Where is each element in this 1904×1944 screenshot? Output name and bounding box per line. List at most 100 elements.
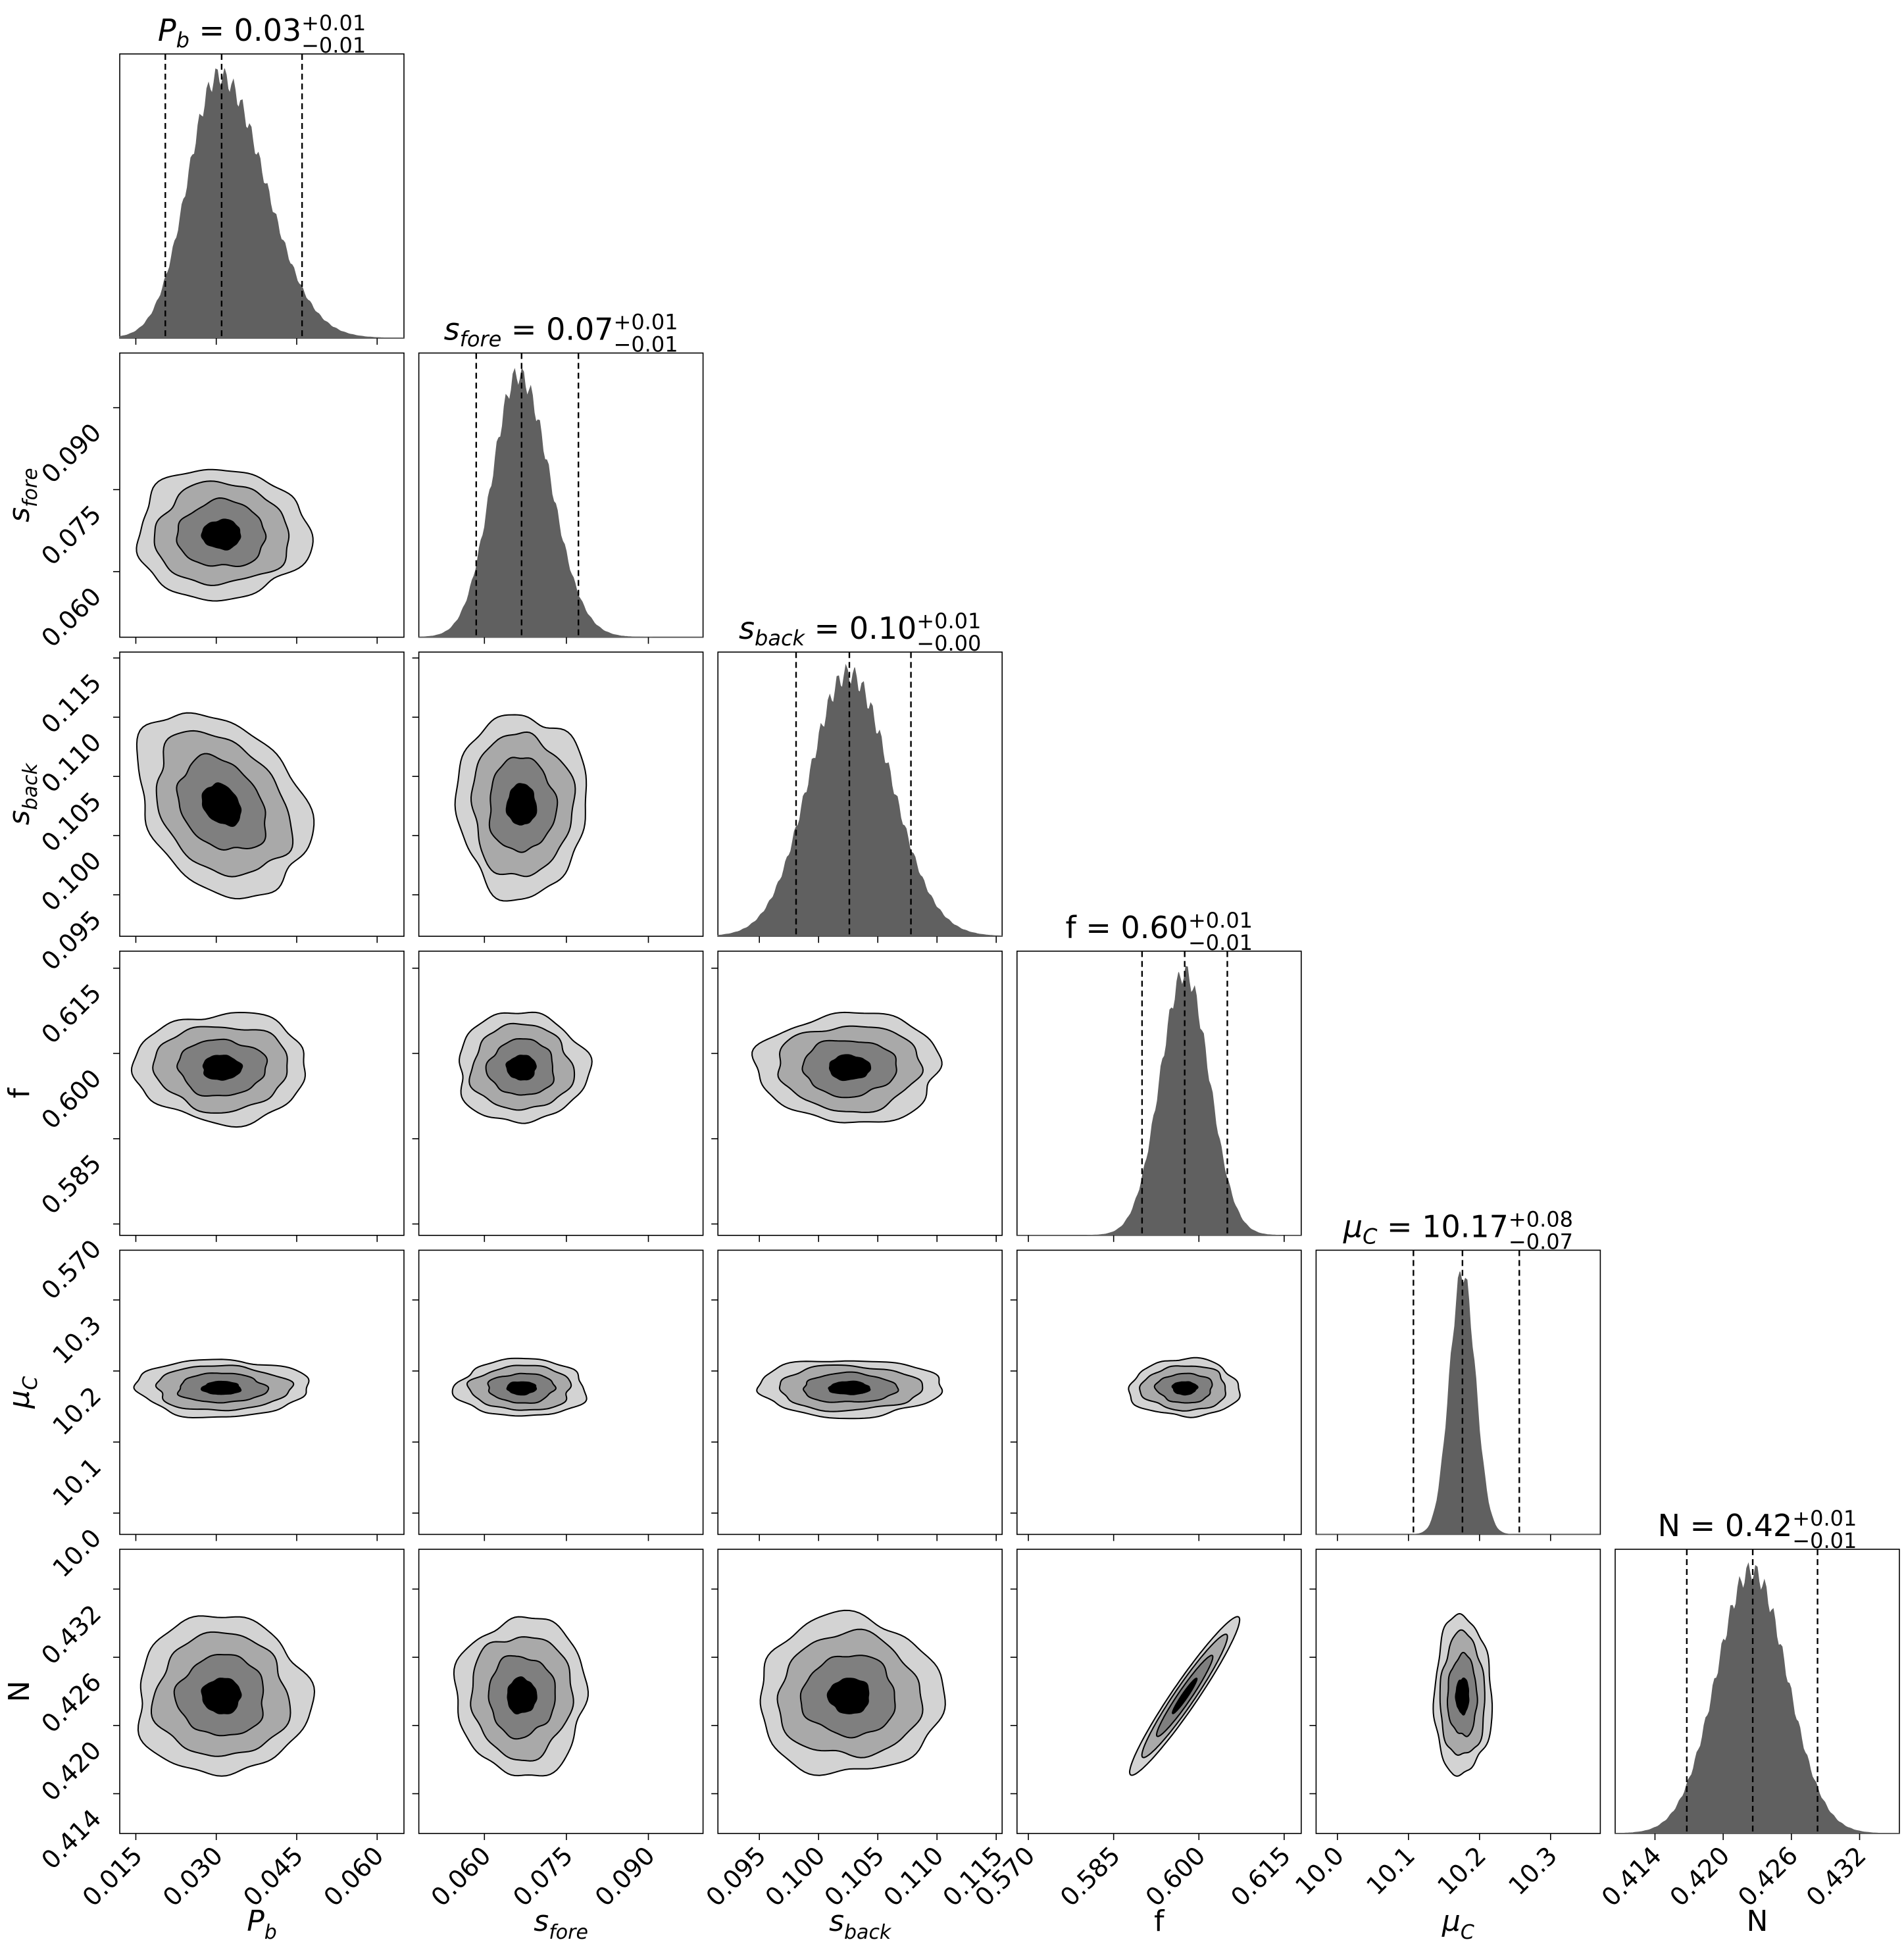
title-symbol: s xyxy=(444,312,460,347)
panel-title-Pb: Pb = 0.03+0.01 xyxy=(158,11,366,53)
x-axis-label-muc: μC xyxy=(1441,1905,1474,1944)
panel-title-N: N = 0.42+0.01 xyxy=(1658,1506,1857,1543)
y-axis-label-sfore: sfore xyxy=(3,468,42,522)
label-base: s xyxy=(3,507,36,522)
label-subscript: C xyxy=(19,1376,42,1390)
contour-level-4 xyxy=(200,1380,242,1395)
contour-panel-sfore-N xyxy=(412,1549,704,1840)
title-plus: +0.01 xyxy=(1188,908,1253,933)
contour-level-4 xyxy=(505,783,538,826)
hist-panel-muc: μC = 10.17+0.08−0.07 xyxy=(1315,1207,1601,1541)
contour-panel-sfore-sback xyxy=(412,651,704,943)
title-minus: −0.00 xyxy=(916,631,981,656)
panel-title-sback: sback = 0.10+0.01 xyxy=(739,609,981,651)
x-axis-label-f: f xyxy=(1154,1905,1165,1938)
y-axis-label-sback: sback xyxy=(3,762,42,825)
contour-panel-Pb-sback xyxy=(113,651,405,943)
histogram-area xyxy=(1016,966,1301,1236)
histogram-area xyxy=(1316,1271,1601,1535)
title-plus: +0.01 xyxy=(614,310,678,335)
title-minus: −0.01 xyxy=(1792,1528,1857,1553)
histogram-area xyxy=(717,664,1003,937)
label-base: s xyxy=(534,1905,549,1938)
title-minus: −0.07 xyxy=(1509,1229,1573,1254)
title-value: = 0.42 xyxy=(1680,1508,1792,1543)
contour-panel-f-N xyxy=(1010,1549,1302,1840)
label-base: f xyxy=(3,1087,36,1099)
title-value: = 0.10 xyxy=(805,611,916,646)
hist-panel-sfore: sfore = 0.07+0.01−0.01 xyxy=(418,310,704,644)
title-plus: +0.01 xyxy=(1792,1506,1857,1531)
contour-level-4 xyxy=(505,1055,537,1081)
title-subscript: b xyxy=(176,28,189,53)
contour-level-4 xyxy=(202,1055,243,1081)
histogram-area xyxy=(119,68,405,339)
panel-title-muc: μC = 10.17+0.08 xyxy=(1343,1207,1573,1249)
hist-panel-Pb: Pb = 0.03+0.01−0.01 xyxy=(119,11,405,345)
title-subscript: fore xyxy=(460,327,502,352)
contour-level-4 xyxy=(1171,1381,1199,1396)
contour-level-4 xyxy=(507,1676,538,1715)
contour-level-4 xyxy=(506,1381,538,1396)
hist-panel-N: N = 0.42+0.01−0.01 xyxy=(1615,1506,1900,1840)
contour-panel-sfore-muc xyxy=(412,1249,704,1541)
title-symbol: P xyxy=(158,12,176,48)
contour-panel-sfore-f xyxy=(412,951,704,1242)
contour-level-4 xyxy=(826,1678,870,1714)
title-symbol: μ xyxy=(1343,1209,1363,1244)
label-subscript: fore xyxy=(19,468,42,507)
label-base: s xyxy=(3,810,36,825)
x-axis-label-N: N xyxy=(1747,1905,1768,1938)
panel-title-sfore: sfore = 0.07+0.01 xyxy=(444,310,678,352)
title-symbol: f xyxy=(1066,910,1078,945)
contour-level-4 xyxy=(201,518,241,551)
contour-level-4 xyxy=(828,1380,871,1395)
title-value: = 10.17 xyxy=(1377,1209,1508,1244)
title-symbol: s xyxy=(739,611,755,646)
contour-panel-sback-N xyxy=(711,1549,1003,1840)
contour-panel-Pb-sfore xyxy=(113,352,405,644)
label-subscript: C xyxy=(1461,1921,1474,1944)
y-axis-label-muc: μC xyxy=(3,1376,42,1409)
histogram-area xyxy=(1615,1562,1900,1834)
panel-title-f: f = 0.60+0.01 xyxy=(1066,908,1253,945)
hist-panel-sback: sback = 0.10+0.01−0.00 xyxy=(717,609,1003,943)
title-value: = 0.07 xyxy=(501,312,613,347)
label-base: N xyxy=(1747,1905,1768,1938)
title-plus: +0.01 xyxy=(916,609,981,634)
contour-level-4 xyxy=(829,1054,872,1082)
title-plus: +0.08 xyxy=(1509,1207,1573,1232)
contour-panel-sback-f xyxy=(711,951,1003,1242)
label-subscript: back xyxy=(19,762,42,810)
y-axis-label-f: f xyxy=(3,1087,36,1099)
label-base: N xyxy=(3,1681,36,1703)
label-base: μ xyxy=(3,1390,36,1409)
title-minus: −0.01 xyxy=(614,332,678,357)
label-base: f xyxy=(1154,1905,1165,1938)
title-value: = 0.03 xyxy=(189,12,301,48)
contour-panel-Pb-muc xyxy=(113,1249,405,1541)
panel-frame xyxy=(1016,1549,1302,1834)
title-subscript: back xyxy=(755,626,806,651)
hist-panel-f: f = 0.60+0.01−0.01 xyxy=(1016,908,1302,1242)
contour-panel-muc-N xyxy=(1309,1549,1601,1840)
title-minus: −0.01 xyxy=(1188,930,1253,955)
contour-panel-Pb-f xyxy=(113,951,405,1242)
y-axis-label-N: N xyxy=(3,1681,36,1703)
title-subscript: C xyxy=(1363,1224,1378,1249)
x-axis-label-sback: sback xyxy=(829,1905,892,1944)
contour-level-4 xyxy=(1455,1678,1470,1716)
label-base: μ xyxy=(1441,1905,1461,1938)
label-base: P xyxy=(247,1905,264,1938)
title-minus: −0.01 xyxy=(301,33,366,58)
contour-level-4 xyxy=(1172,1678,1198,1714)
contour-level-4 xyxy=(201,1678,242,1714)
contour-panel-sback-muc xyxy=(711,1249,1003,1541)
label-subscript: back xyxy=(844,1921,892,1944)
x-axis-label-sfore: sfore xyxy=(534,1905,588,1944)
title-plus: +0.01 xyxy=(301,11,366,36)
contour-panel-Pb-N xyxy=(113,1549,405,1840)
contour-panel-f-muc xyxy=(1010,1249,1302,1541)
title-symbol: N xyxy=(1658,1508,1680,1543)
